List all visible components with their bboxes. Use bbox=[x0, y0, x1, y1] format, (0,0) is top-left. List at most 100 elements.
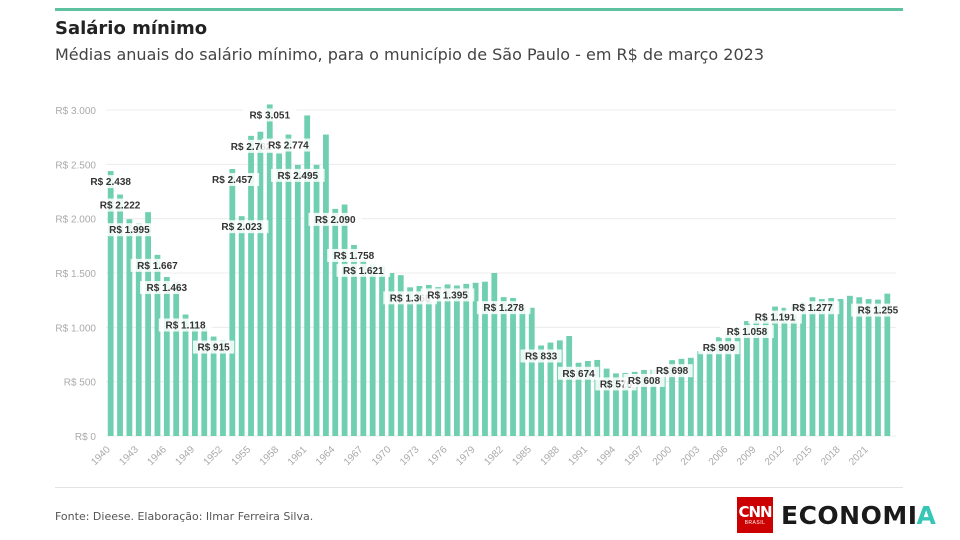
data-label: R$ 3.051 bbox=[249, 110, 290, 121]
bar bbox=[538, 345, 545, 436]
y-tick-label: R$ 3.000 bbox=[55, 106, 96, 117]
bar bbox=[706, 346, 713, 436]
x-tick-label: 1943 bbox=[117, 444, 141, 468]
bar bbox=[453, 285, 460, 436]
bar bbox=[687, 357, 694, 436]
data-label-bg bbox=[720, 325, 774, 339]
y-tick-label: R$ 500 bbox=[64, 378, 97, 389]
chart-subtitle: Médias anuais do salário mínimo, para o … bbox=[55, 45, 765, 64]
data-label: R$ 1.395 bbox=[427, 290, 468, 301]
chart-title: Salário mínimo bbox=[55, 18, 208, 39]
bar bbox=[472, 282, 479, 436]
bar bbox=[341, 204, 348, 436]
x-tick-label: 1967 bbox=[342, 444, 366, 468]
x-tick-label: 2015 bbox=[791, 444, 815, 468]
data-label-bg bbox=[214, 220, 269, 234]
data-label: R$ 915 bbox=[197, 343, 230, 354]
bar bbox=[762, 316, 769, 436]
bar bbox=[173, 281, 180, 436]
bar bbox=[772, 306, 778, 436]
bar bbox=[594, 359, 601, 436]
x-tick-label: 1994 bbox=[595, 444, 619, 468]
x-tick-label: 1976 bbox=[426, 444, 450, 468]
data-label: R$ 2.762 bbox=[231, 142, 272, 153]
bar bbox=[201, 327, 208, 436]
bar bbox=[248, 135, 254, 436]
x-tick-label: 1973 bbox=[398, 444, 422, 468]
bar bbox=[369, 264, 376, 436]
data-label-bg bbox=[242, 108, 297, 122]
bar-chart: R$ 0 R$ 500 R$ 1.000 R$ 1.500 R$ 2.000 R$ 2.5… bbox=[55, 104, 905, 468]
bar bbox=[351, 244, 357, 436]
x-tick-label: 1964 bbox=[314, 444, 338, 468]
bar bbox=[875, 299, 881, 436]
x-tick-label: 1997 bbox=[623, 444, 647, 468]
bar bbox=[865, 299, 872, 436]
bar bbox=[837, 299, 844, 436]
cnn-logo-subtext: BRASIL bbox=[744, 519, 766, 526]
bar bbox=[425, 284, 432, 436]
bar bbox=[856, 297, 863, 436]
x-tick-label: 1985 bbox=[510, 444, 534, 468]
bar bbox=[734, 327, 741, 436]
data-label-bg bbox=[785, 301, 840, 315]
data-label-bg bbox=[140, 281, 194, 295]
bar bbox=[294, 164, 301, 437]
x-tick-label: 1949 bbox=[174, 444, 198, 468]
data-label-bg bbox=[83, 175, 138, 189]
bar bbox=[210, 336, 217, 436]
bar bbox=[322, 134, 329, 437]
data-label: R$ 2.023 bbox=[221, 222, 262, 233]
y-tick-label: R$ 1.000 bbox=[55, 323, 96, 334]
bar bbox=[435, 287, 442, 436]
bar bbox=[613, 373, 619, 436]
x-tick-label: 1991 bbox=[567, 444, 591, 468]
bar bbox=[266, 104, 273, 436]
data-label: R$ 909 bbox=[703, 343, 736, 354]
data-label: R$ 698 bbox=[656, 366, 689, 377]
cnn-logo-text: CNN bbox=[738, 502, 772, 521]
bar bbox=[678, 358, 685, 436]
bar bbox=[715, 337, 722, 436]
bar bbox=[229, 169, 236, 437]
bar bbox=[744, 321, 750, 436]
data-label-bg bbox=[271, 168, 325, 182]
y-tick-label: R$ 1.500 bbox=[55, 269, 96, 280]
bar bbox=[725, 333, 732, 436]
data-label: R$ 1.278 bbox=[483, 303, 524, 314]
bar bbox=[191, 320, 198, 436]
data-label-bg bbox=[205, 173, 260, 187]
data-label: R$ 1.255 bbox=[858, 306, 899, 317]
data-label: R$ 1.463 bbox=[147, 283, 188, 294]
bar bbox=[220, 340, 226, 436]
bar bbox=[416, 286, 423, 436]
data-label-bg bbox=[130, 258, 185, 272]
bar bbox=[388, 273, 395, 436]
data-label: R$ 2.774 bbox=[268, 141, 309, 152]
bar bbox=[379, 266, 385, 436]
x-tick-label: 1982 bbox=[482, 444, 506, 468]
bar bbox=[566, 336, 573, 436]
bar bbox=[238, 216, 245, 436]
data-label-bg bbox=[158, 318, 213, 332]
bar bbox=[800, 302, 807, 436]
bar bbox=[257, 131, 264, 436]
bar bbox=[135, 223, 142, 436]
data-label: R$ 576 bbox=[600, 379, 633, 390]
x-tick-label: 1946 bbox=[145, 444, 169, 468]
bar bbox=[790, 305, 797, 436]
bar bbox=[641, 369, 647, 436]
data-label: R$ 1.277 bbox=[792, 303, 833, 314]
x-tick-label: 2006 bbox=[707, 444, 731, 468]
data-label: R$ 1.667 bbox=[137, 261, 178, 272]
bar bbox=[697, 351, 704, 436]
bar bbox=[556, 340, 563, 436]
cnn-economia-logo: CNN BRASIL ECONOMI A bbox=[737, 497, 936, 533]
data-label: R$ 2.222 bbox=[100, 201, 141, 212]
x-tick-label: 1988 bbox=[538, 444, 562, 468]
bar bbox=[781, 307, 788, 436]
data-label-bg bbox=[851, 303, 905, 317]
bar bbox=[528, 307, 535, 436]
data-label: R$ 2.090 bbox=[315, 215, 356, 226]
data-label: R$ 608 bbox=[628, 376, 661, 387]
